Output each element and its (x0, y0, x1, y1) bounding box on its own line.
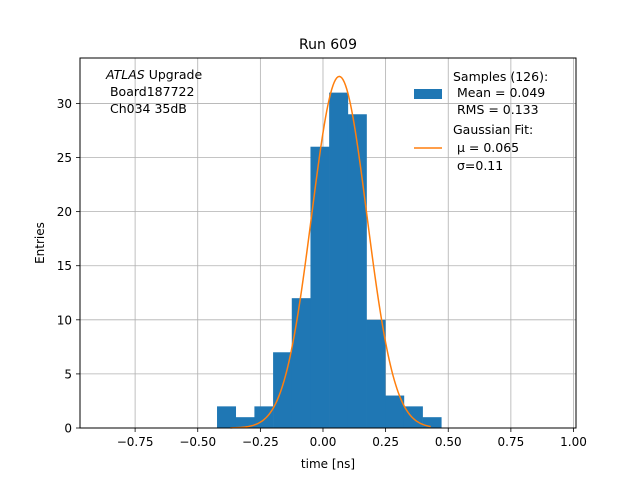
legend-fit-label: Gaussian Fit: (453, 122, 533, 137)
annotation-experiment-suffix: Upgrade (145, 67, 203, 82)
x-tick-label: 0.50 (435, 435, 462, 449)
x-tick-label: −0.75 (117, 435, 154, 449)
histogram-bar (254, 406, 274, 428)
histogram-bar (235, 417, 255, 428)
y-tick-label: 15 (57, 259, 72, 273)
x-tick-label: −0.25 (242, 435, 279, 449)
legend-histogram-swatch (414, 89, 442, 99)
x-tick-label: −0.50 (179, 435, 216, 449)
histogram-bar (291, 298, 311, 428)
plot-frame (79, 57, 577, 429)
legend-histogram-rms: RMS = 0.133 (453, 102, 539, 117)
x-axis-label: time [ns] (301, 457, 355, 471)
y-tick-label: 20 (57, 205, 72, 219)
x-tick-label: 0.75 (498, 435, 525, 449)
histogram-bar (329, 92, 349, 429)
x-tick-label: 0.00 (310, 435, 337, 449)
histogram-bar (347, 114, 367, 428)
legend-histogram-mean: Mean = 0.049 (453, 85, 545, 100)
x-axis-ticks: −0.75 −0.50 −0.25 0.00 0.25 0.50 0.75 1.00 (117, 428, 587, 449)
annotation-board: Board187722 (106, 84, 194, 99)
y-tick-label: 0 (64, 422, 72, 436)
y-tick-label: 30 (57, 97, 72, 111)
annotation-experiment-line: ATLAS Upgrade (105, 67, 202, 82)
y-axis-ticks: 0 5 10 15 20 25 30 (57, 97, 80, 436)
legend-histogram-label: Samples (126): (453, 69, 548, 84)
legend-fit-sigma: σ=0.11 (453, 158, 503, 173)
y-tick-label: 5 (64, 367, 72, 381)
annotation-channel: Ch034 35dB (106, 101, 187, 116)
legend: Samples (126): Mean = 0.049 RMS = 0.133 … (414, 69, 548, 173)
y-tick-label: 10 (57, 313, 72, 327)
x-tick-label: 1.00 (560, 435, 587, 449)
y-tick-label: 25 (57, 151, 72, 165)
histogram-bar (422, 417, 442, 428)
x-tick-label: 0.25 (372, 435, 399, 449)
gaussian-fit (230, 75, 431, 429)
chart-title: Run 609 (299, 37, 357, 53)
atlas-annotation: ATLAS Upgrade Board187722 Ch034 35dB (105, 67, 202, 116)
histogram-bars (217, 92, 442, 429)
annotation-experiment: ATLAS (105, 67, 145, 82)
y-axis-label: Entries (33, 222, 47, 264)
histogram-bar (366, 319, 386, 428)
histogram-bar (217, 406, 237, 428)
gaussian-fit-curve (230, 75, 431, 429)
legend-fit-mu: μ = 0.065 (453, 140, 519, 155)
histogram-bar (385, 395, 405, 428)
histogram-bar (310, 146, 330, 429)
